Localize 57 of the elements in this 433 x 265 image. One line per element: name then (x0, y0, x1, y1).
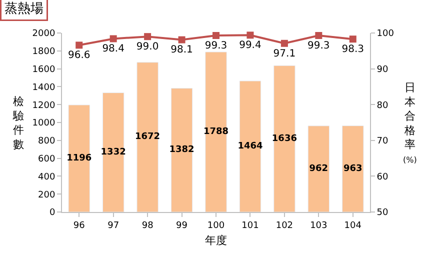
y2-tick-label: 50 (376, 208, 389, 218)
y2-tick-label: 90 (376, 64, 389, 75)
chart-title: 蒸熱場 (4, 2, 44, 16)
data-label: 1636 (272, 134, 297, 144)
bar (68, 104, 90, 212)
y-tick-label: 1600 (32, 64, 56, 75)
y2-axis-title: 日本合格率 (%) (403, 81, 417, 164)
x-tick-label: 101 (242, 220, 259, 231)
data-label: 99.4 (239, 40, 262, 52)
data-label: 962 (309, 164, 328, 174)
bar (205, 52, 227, 212)
y2-tick-label: 70 (376, 136, 389, 147)
bar (274, 65, 296, 212)
bar (102, 92, 124, 212)
y-tick-label: 0 (49, 208, 56, 218)
x-tick-label: 97 (108, 220, 120, 231)
data-label: 98.3 (342, 44, 364, 55)
data-label: 98.1 (170, 44, 193, 56)
y-tick-label: 800 (38, 136, 56, 147)
data-label: 99.3 (204, 40, 228, 52)
y-tick-label: 1000 (32, 118, 56, 129)
data-label: 1332 (100, 147, 126, 158)
y-axis-title: 檢驗件數 (12, 95, 24, 151)
data-label: 99.3 (308, 40, 330, 52)
data-label: 1464 (238, 141, 263, 152)
y2-tick-label: 60 (376, 172, 389, 182)
bar (170, 88, 193, 212)
x-tick-label: 102 (276, 220, 294, 231)
data-label: 963 (343, 164, 362, 174)
y-tick-label: 2000 (32, 29, 56, 40)
x-axis-title: 年度 (205, 234, 227, 247)
y-tick-label: 400 (38, 172, 56, 182)
data-label: 1196 (66, 153, 92, 164)
data-label: 1788 (203, 126, 229, 137)
y-tick-label: 1800 (32, 47, 56, 58)
x-tick-label: 103 (310, 220, 328, 231)
data-label: 99.0 (136, 41, 159, 52)
y-tick-label: 600 (38, 154, 56, 164)
bar (342, 126, 364, 212)
bar (308, 126, 330, 212)
data-label: 1672 (135, 132, 160, 142)
y-tick-label: 1200 (32, 100, 56, 111)
x-tick-label: 99 (176, 220, 188, 231)
bar (136, 62, 158, 212)
y2-tick-label: 80 (376, 100, 389, 111)
x-tick-label: 104 (344, 220, 362, 231)
data-label: 1382 (169, 145, 194, 156)
data-label: 96.6 (68, 50, 90, 62)
data-label: 98.4 (102, 44, 124, 55)
data-label: 97.1 (273, 48, 296, 60)
y-tick-label: 200 (38, 190, 56, 200)
bar (239, 80, 262, 212)
x-tick-label: 96 (73, 220, 86, 231)
x-tick-label: 100 (207, 220, 225, 231)
x-tick-label: 98 (142, 220, 154, 231)
y2-tick-label: 100 (376, 29, 394, 40)
y-tick-label: 1400 (32, 82, 56, 93)
